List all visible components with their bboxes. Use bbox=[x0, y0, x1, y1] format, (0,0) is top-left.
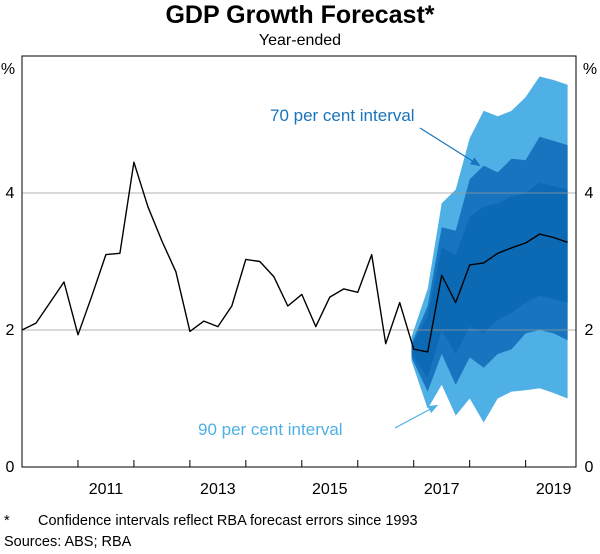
annotation-arrow-1 bbox=[419, 127, 481, 167]
interval-band-3 bbox=[411, 182, 568, 378]
plot-frame bbox=[21, 55, 577, 468]
axes: 0 0 2 2 4 4% % 2011 2013 2015 2017 2019 bbox=[1, 61, 597, 498]
interval-bands bbox=[411, 76, 568, 423]
footnote-text: Confidence intervals reflect RBA forecas… bbox=[38, 513, 418, 529]
footnote: * Confidence intervals reflect RBA foreca… bbox=[4, 512, 418, 530]
x-tick-label: 2015 bbox=[312, 481, 348, 498]
sources-note: Sources: ABS; RBA bbox=[4, 534, 132, 550]
y-tick-label-left: 4 bbox=[6, 185, 15, 202]
y-tick-label-left: 2 bbox=[6, 322, 15, 339]
x-tick-label: 2013 bbox=[200, 481, 236, 498]
x-tick-label: 2011 bbox=[89, 481, 124, 498]
annotation-label-1: 70 per cent interval bbox=[270, 106, 415, 125]
chart-subtitle: Year-ended bbox=[258, 32, 342, 49]
footnote-marker: * bbox=[4, 513, 10, 529]
annotations: 70 per cent interval 90 per cent interval bbox=[198, 106, 481, 439]
y-tick-label-right: 0 bbox=[585, 459, 594, 476]
series-lines bbox=[21, 161, 568, 353]
y-unit-label-right: % bbox=[583, 61, 597, 78]
annotation-label-2: 90 per cent interval bbox=[198, 420, 343, 439]
gridlines bbox=[22, 192, 576, 331]
y-unit-label-left: % bbox=[1, 61, 15, 78]
x-tick-label: 2017 bbox=[424, 481, 460, 498]
x-tick-label: 2019 bbox=[536, 481, 572, 498]
series-line-1 bbox=[21, 161, 568, 353]
y-tick-label-right: 4 bbox=[585, 185, 594, 202]
annotation-arrow-2 bbox=[394, 404, 439, 429]
y-tick-label-left: 0 bbox=[6, 459, 15, 476]
y-tick-label-right: 2 bbox=[585, 322, 594, 339]
chart-title: GDP Growth Forecast* bbox=[165, 1, 435, 29]
